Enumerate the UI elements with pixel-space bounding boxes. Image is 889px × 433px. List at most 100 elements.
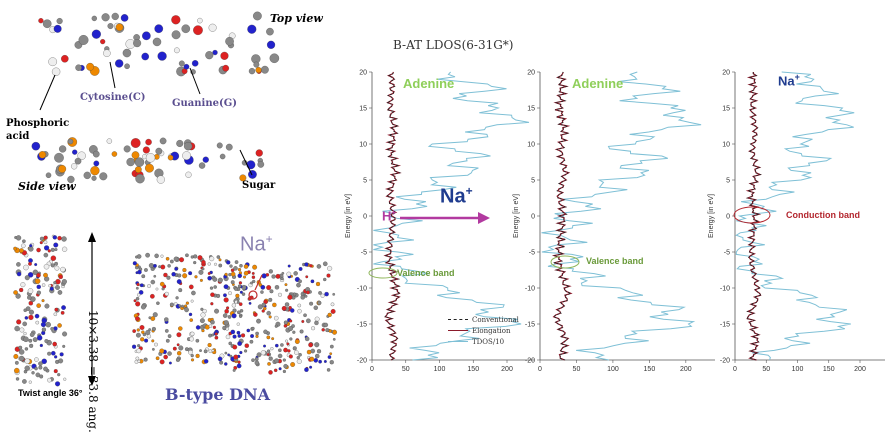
atom xyxy=(67,175,75,184)
atom xyxy=(255,66,262,74)
atom xyxy=(28,309,34,315)
atom xyxy=(148,316,152,320)
atom xyxy=(193,261,197,265)
atom xyxy=(74,157,82,165)
x-tick-label: 200 xyxy=(854,366,866,373)
atom xyxy=(296,356,300,360)
atom xyxy=(51,350,56,356)
atom xyxy=(244,349,248,353)
atom xyxy=(274,358,279,364)
atom xyxy=(145,329,151,336)
atom xyxy=(18,345,23,350)
atom xyxy=(107,23,114,30)
atom xyxy=(163,272,168,278)
atom xyxy=(171,15,181,25)
atom xyxy=(53,24,62,33)
atom xyxy=(29,332,35,338)
atom xyxy=(13,354,19,359)
atom xyxy=(236,300,240,304)
atom xyxy=(175,296,179,300)
atom xyxy=(39,236,44,241)
cytosine-label: Cytosine(C) xyxy=(80,92,146,103)
y-tick-label: 5 xyxy=(363,178,367,185)
atom xyxy=(188,312,193,317)
atom xyxy=(315,281,321,287)
atom xyxy=(223,320,229,326)
atom xyxy=(325,328,330,333)
atom xyxy=(201,267,205,271)
atom xyxy=(167,351,172,356)
atom xyxy=(28,380,32,384)
atom xyxy=(139,283,144,288)
atom xyxy=(86,62,95,71)
legend-elongation: Elongation xyxy=(472,326,511,335)
atom xyxy=(55,381,61,387)
series-tdos-line xyxy=(373,71,530,361)
atom xyxy=(268,356,273,361)
atom xyxy=(50,255,57,261)
atom xyxy=(150,293,155,299)
atom xyxy=(294,350,299,355)
atom xyxy=(34,278,41,284)
atom xyxy=(36,247,41,253)
atom xyxy=(145,252,150,258)
atom xyxy=(255,149,263,157)
atom xyxy=(298,353,302,357)
atom xyxy=(188,350,193,355)
atom xyxy=(299,329,304,334)
atom xyxy=(216,293,221,298)
atom xyxy=(35,320,40,325)
atom xyxy=(47,249,51,253)
atom xyxy=(20,282,26,288)
atom xyxy=(309,301,314,306)
atom xyxy=(326,273,331,278)
atom xyxy=(22,379,27,384)
atom xyxy=(177,351,182,356)
atom xyxy=(135,286,139,290)
atom xyxy=(232,344,238,350)
atom xyxy=(156,175,165,184)
atom xyxy=(178,60,185,67)
atom xyxy=(22,239,26,243)
atom xyxy=(327,355,332,359)
atom xyxy=(58,358,64,364)
atom xyxy=(239,290,243,294)
atom xyxy=(253,11,262,21)
atom xyxy=(151,339,155,343)
atom xyxy=(138,290,144,295)
y-tick-label: 10 xyxy=(359,142,367,149)
atom xyxy=(42,19,52,29)
atom xyxy=(209,256,215,262)
atom xyxy=(170,259,174,264)
atom xyxy=(257,161,265,168)
atom xyxy=(316,264,322,269)
atom xyxy=(188,271,193,276)
atom xyxy=(251,271,255,275)
atom xyxy=(284,283,288,287)
atom xyxy=(77,151,86,160)
atom xyxy=(268,269,273,274)
atom xyxy=(303,313,307,318)
atom xyxy=(309,365,313,369)
atom xyxy=(185,301,190,305)
y-tick-label: -5 xyxy=(529,250,535,257)
atom xyxy=(34,313,40,319)
atom xyxy=(133,299,137,303)
atom xyxy=(43,366,48,372)
atom xyxy=(151,347,155,351)
atom xyxy=(292,330,296,334)
atom xyxy=(135,316,140,321)
atom xyxy=(239,350,243,355)
atom xyxy=(283,363,288,369)
legend-conventional: Conventional xyxy=(472,315,519,324)
atom xyxy=(224,362,228,366)
atom xyxy=(38,18,44,24)
atom xyxy=(167,264,171,268)
atom xyxy=(202,308,207,314)
atom xyxy=(240,333,246,338)
y-tick-label: -10 xyxy=(357,286,367,293)
atom xyxy=(141,52,150,61)
atom xyxy=(232,334,237,339)
side-view-label: Side view xyxy=(18,180,76,193)
atom xyxy=(309,356,315,362)
